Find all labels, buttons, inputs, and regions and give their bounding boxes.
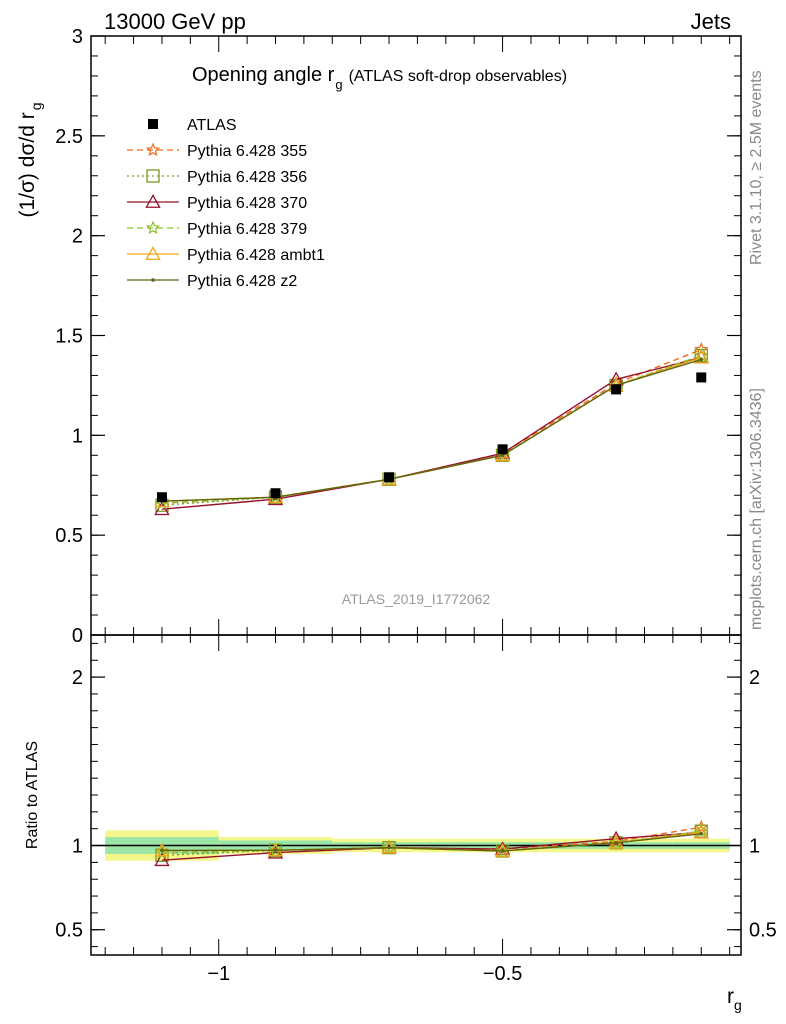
series-point bbox=[699, 357, 704, 362]
legend-marker bbox=[145, 246, 161, 260]
legend-entry-2: Pythia 6.428 356 bbox=[127, 169, 307, 186]
mcplots-label: mcplots.cern.ch [arXiv:1306.3436] bbox=[748, 388, 765, 630]
series-line bbox=[161, 358, 702, 502]
x-tick-label: −0.5 bbox=[483, 963, 522, 985]
ratio-axis-label: Ratio to ATLAS bbox=[24, 741, 41, 849]
y-tick-label: 2 bbox=[72, 226, 83, 248]
data-series bbox=[156, 372, 707, 503]
legend-label: Pythia 6.428 356 bbox=[187, 169, 307, 186]
x-tick-label: −1 bbox=[207, 963, 230, 985]
plot-title-sub: g bbox=[335, 77, 342, 92]
y-tick-label: 1.5 bbox=[55, 326, 83, 348]
plot-title-paren: (ATLAS soft-drop observables) bbox=[349, 68, 567, 85]
plot-title: Opening angle rg (ATLAS soft-drop observa… bbox=[192, 64, 567, 92]
legend-entry-5: Pythia 6.428 ambt1 bbox=[127, 246, 325, 264]
data-point bbox=[384, 472, 395, 483]
series-line bbox=[161, 348, 702, 504]
svg-text:rg: rg bbox=[727, 985, 742, 1013]
series-ratio-point bbox=[273, 848, 278, 853]
series-ratio-line bbox=[161, 831, 702, 861]
series-ratio-point bbox=[500, 849, 505, 853]
series-ratio-point bbox=[160, 848, 164, 853]
series-point bbox=[500, 453, 505, 458]
legend-label: Pythia 6.428 ambt1 bbox=[187, 247, 325, 264]
series-ratio-point bbox=[387, 845, 391, 850]
y-axis-label-sub: g bbox=[28, 102, 44, 110]
y-axis-label-main: (1/σ) dσ/d r bbox=[16, 112, 39, 217]
legend-marker bbox=[151, 278, 155, 282]
analysis-id-label: ATLAS_2019_I1772062 bbox=[342, 591, 491, 607]
data-point bbox=[696, 372, 707, 383]
legend-marker bbox=[146, 169, 160, 183]
legend-marker bbox=[145, 194, 161, 208]
x-axis-label-sub: g bbox=[734, 997, 742, 1013]
data-point bbox=[611, 384, 622, 395]
legend-label: Pythia 6.428 z2 bbox=[187, 273, 297, 290]
y-axis-label: (1/σ) dσ/d r g bbox=[16, 102, 44, 217]
series-ratio-line bbox=[161, 833, 702, 852]
legend-entry-0: ATLAS bbox=[148, 117, 237, 134]
svg-text:(1/σ) dσ/d rg: (1/σ) dσ/d r g bbox=[16, 102, 44, 217]
y-tick-label: 0.5 bbox=[55, 525, 83, 547]
ratio-tick-label: 1 bbox=[72, 836, 83, 858]
legend-marker bbox=[145, 220, 161, 235]
series-point bbox=[494, 447, 511, 462]
series-2 bbox=[154, 349, 709, 867]
series-layer bbox=[154, 341, 709, 867]
header-left-label: 13000 GeV pp bbox=[104, 9, 246, 34]
x-axis-label-main: r bbox=[727, 985, 734, 1008]
legend: ATLAS Pythia 6.428 355 Pythia 6.428 356 Pyt… bbox=[127, 117, 325, 290]
ratio-tick-label-right: 0.5 bbox=[749, 920, 777, 942]
y-tick-label: 3 bbox=[72, 26, 83, 48]
ratio-frame bbox=[90, 634, 742, 956]
plot-title-main: Opening angle r bbox=[192, 64, 335, 86]
legend-label: ATLAS bbox=[187, 117, 237, 134]
ratio-bands bbox=[91, 830, 741, 861]
series-ratio-point bbox=[381, 840, 397, 854]
series-ratio-point bbox=[699, 831, 704, 836]
ratio-tick-label: 2 bbox=[72, 667, 83, 689]
data-point bbox=[270, 488, 281, 499]
data-point bbox=[497, 444, 508, 455]
x-axis-label: rg bbox=[727, 985, 742, 1013]
svg-text:Opening angle rg(ATLAS soft-dr: Opening angle rg (ATLAS soft-drop observa… bbox=[192, 64, 567, 92]
series-ratio-point bbox=[495, 843, 510, 858]
legend-label: Pythia 6.428 370 bbox=[187, 195, 307, 212]
header-right-label: Jets bbox=[691, 9, 731, 34]
legend-marker bbox=[145, 142, 161, 157]
y-tick-label: 2.5 bbox=[55, 126, 83, 148]
legend-label: Pythia 6.428 355 bbox=[187, 143, 307, 160]
ratio-tick-label-right: 2 bbox=[749, 667, 760, 689]
series-ratio-point bbox=[381, 839, 397, 854]
legend-label: Pythia 6.428 379 bbox=[187, 221, 307, 238]
series-ratio-point bbox=[608, 835, 624, 849]
data-point bbox=[156, 492, 167, 503]
series-ratio-point bbox=[614, 840, 618, 845]
legend-marker bbox=[148, 119, 158, 129]
series-ratio-point bbox=[268, 842, 283, 857]
axes-layer: 0 0.5 1 1.5 2 2.5 3 0.5 0.5 1 1 2 2 −1 −0.5 bbox=[55, 26, 777, 985]
legend-entry-6: Pythia 6.428 z2 bbox=[127, 273, 297, 290]
rivet-version-label: Rivet 3.1.10, ≥ 2.5M events bbox=[748, 70, 765, 265]
y-tick-label: 1 bbox=[72, 425, 83, 447]
ratio-tick-label: 0.5 bbox=[55, 920, 83, 942]
series-ratio-point bbox=[154, 852, 170, 867]
legend-entry-3: Pythia 6.428 370 bbox=[127, 194, 307, 212]
legend-entry-1: Pythia 6.428 355 bbox=[127, 142, 307, 160]
series-point bbox=[693, 349, 709, 364]
legend-entry-4: Pythia 6.428 379 bbox=[127, 220, 307, 238]
series-line bbox=[161, 356, 702, 510]
ratio-tick-label-right: 1 bbox=[749, 836, 760, 858]
y-tick-label: 0 bbox=[72, 625, 83, 647]
series-ratio-point bbox=[693, 824, 709, 839]
